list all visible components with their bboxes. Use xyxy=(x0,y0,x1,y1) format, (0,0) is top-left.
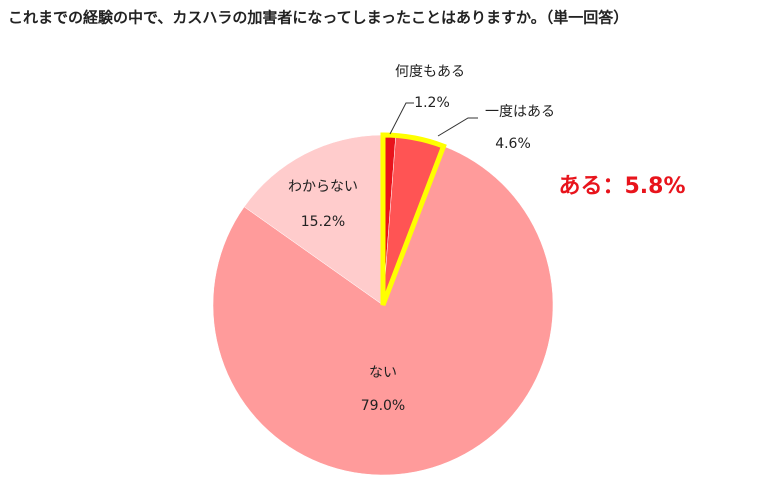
category-label: わからない xyxy=(288,179,358,195)
chart-title: これまでの経験の中で、カスハラの加害者になってしまったことはありますか。（単一回… xyxy=(8,9,628,27)
leader-line xyxy=(389,102,414,135)
value-label: 79.0% xyxy=(361,398,405,414)
category-label: 何度もある xyxy=(395,64,465,80)
value-label: 4.6% xyxy=(495,136,531,152)
pie-slice xyxy=(243,134,384,306)
annotation: ある：5.8% xyxy=(558,174,685,199)
value-label: 1.2% xyxy=(414,95,450,111)
leader-line xyxy=(437,117,478,137)
value-label: 15.2% xyxy=(301,214,345,230)
category-label: 一度はある xyxy=(485,104,555,120)
category-label: ない xyxy=(369,365,397,381)
pie-slice xyxy=(212,145,554,476)
highlight-outline xyxy=(380,132,447,306)
